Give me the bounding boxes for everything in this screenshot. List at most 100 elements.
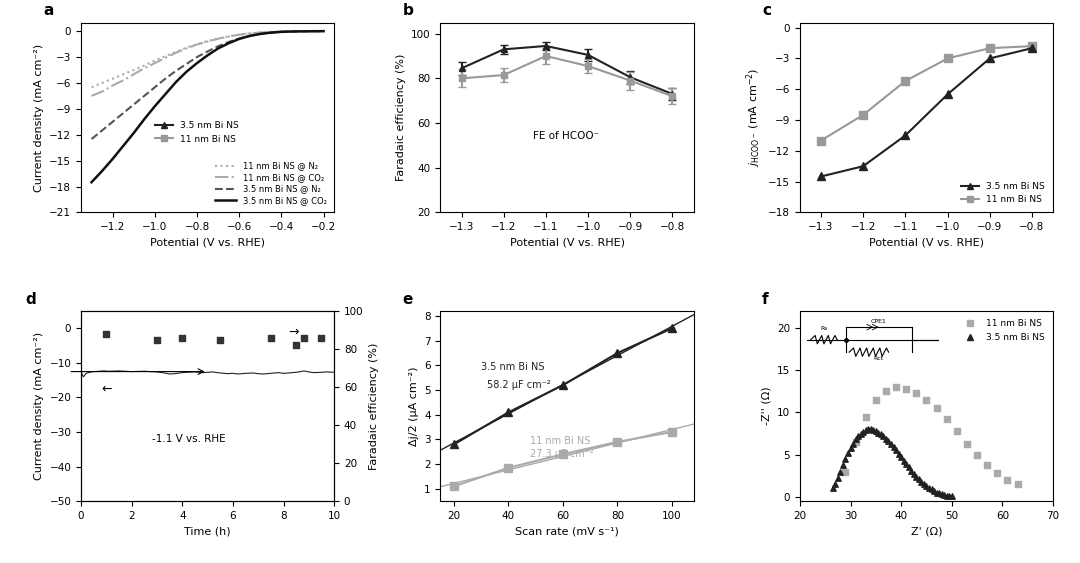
3.5 nm Bi NS <box>829 474 847 483</box>
Y-axis label: Faradaic efficiency (%): Faradaic efficiency (%) <box>395 54 405 181</box>
Point <box>262 333 280 342</box>
11 nm Bi NS <box>969 450 986 459</box>
Point <box>287 341 305 350</box>
Text: f: f <box>761 292 769 307</box>
3.5 nm Bi NS <box>899 132 912 139</box>
3.5 nm Bi NS <box>915 480 932 489</box>
3.5 nm Bi NS <box>832 467 849 476</box>
3.5 nm Bi NS <box>933 490 950 499</box>
3.5 nm Bi NS <box>935 491 953 500</box>
3.5 nm Bi NS <box>880 437 897 446</box>
X-axis label: Potential (V vs. RHE): Potential (V vs. RHE) <box>510 238 624 248</box>
3.5 nm Bi NS <box>858 426 875 435</box>
3.5 nm Bi NS <box>860 425 877 434</box>
3.5 nm Bi NS <box>877 434 894 443</box>
Point <box>174 333 191 342</box>
11 nm Bi NS <box>988 469 1005 478</box>
Y-axis label: Δj/2 (μA cm⁻²): Δj/2 (μA cm⁻²) <box>408 367 419 446</box>
3.5 nm Bi NS <box>918 481 935 490</box>
3.5 nm Bi NS <box>873 430 890 439</box>
11 nm Bi NS <box>928 404 945 413</box>
3.5 nm Bi NS <box>814 173 827 180</box>
3.5 nm Bi NS <box>903 466 920 475</box>
Text: d: d <box>25 292 36 307</box>
3.5 nm Bi NS <box>850 432 867 441</box>
3.5 nm Bi NS <box>910 475 928 484</box>
3.5 nm Bi NS <box>862 425 879 434</box>
11 nm Bi NS <box>847 437 864 446</box>
11 nm Bi NS <box>897 385 915 394</box>
3.5 nm Bi NS <box>845 439 862 448</box>
3.5 nm Bi NS <box>856 163 869 169</box>
3.5 nm Bi NS <box>824 484 841 493</box>
11 nm Bi NS <box>814 137 827 144</box>
3.5 nm Bi NS <box>826 480 843 489</box>
3.5 nm Bi NS <box>895 456 913 465</box>
3.5 nm Bi NS <box>1025 45 1038 52</box>
3.5 nm Bi NS <box>867 427 885 436</box>
3.5 nm Bi NS <box>882 439 900 448</box>
3.5 nm Bi NS <box>852 429 869 438</box>
3.5 nm Bi NS <box>875 432 892 441</box>
3.5 nm Bi NS <box>920 483 937 492</box>
Text: ←: ← <box>102 383 111 396</box>
3.5 nm Bi NS <box>869 428 887 437</box>
Text: e: e <box>403 292 413 307</box>
Legend: 11 nm Bi NS, 3.5 nm Bi NS: 11 nm Bi NS, 3.5 nm Bi NS <box>957 316 1049 346</box>
X-axis label: Scan rate (mV s⁻¹): Scan rate (mV s⁻¹) <box>515 526 619 537</box>
Y-axis label: Current density (mA cm⁻²): Current density (mA cm⁻²) <box>33 332 44 480</box>
X-axis label: Time (h): Time (h) <box>185 526 231 537</box>
3.5 nm Bi NS <box>834 461 851 470</box>
3.5 nm Bi NS <box>943 492 960 501</box>
3.5 nm Bi NS <box>939 491 956 500</box>
Point <box>295 333 312 342</box>
3.5 nm Bi NS <box>907 472 924 481</box>
11 nm Bi NS <box>939 415 956 424</box>
3.5 nm Bi NS <box>928 488 945 497</box>
11 nm Bi NS <box>899 78 912 84</box>
3.5 nm Bi NS <box>890 449 907 458</box>
Text: →: → <box>288 326 299 339</box>
11 nm Bi NS <box>867 395 885 404</box>
3.5 nm Bi NS <box>983 55 996 62</box>
Text: 58.2 μF cm⁻²: 58.2 μF cm⁻² <box>487 379 551 390</box>
11 nm Bi NS <box>999 476 1016 485</box>
3.5 nm Bi NS <box>922 485 940 494</box>
3.5 nm Bi NS <box>842 444 860 453</box>
X-axis label: Potential (V vs. RHE): Potential (V vs. RHE) <box>869 238 984 248</box>
Point <box>97 329 114 338</box>
11 nm Bi NS <box>941 55 954 62</box>
Y-axis label: Faradaic efficiency (%): Faradaic efficiency (%) <box>369 342 379 470</box>
3.5 nm Bi NS <box>847 435 864 444</box>
3.5 nm Bi NS <box>885 443 902 452</box>
Text: 27.3 μF cm⁻²: 27.3 μF cm⁻² <box>530 449 594 459</box>
Point <box>212 335 229 344</box>
Text: FE of HCOO⁻: FE of HCOO⁻ <box>534 131 599 141</box>
Text: -1.1 V vs. RHE: -1.1 V vs. RHE <box>152 434 226 444</box>
Y-axis label: Current density (mA cm⁻²): Current density (mA cm⁻²) <box>33 43 43 191</box>
Text: 3.5 nm Bi NS: 3.5 nm Bi NS <box>482 363 544 372</box>
3.5 nm Bi NS <box>897 459 915 468</box>
Legend: 3.5 nm Bi NS, 11 nm Bi NS: 3.5 nm Bi NS, 11 nm Bi NS <box>957 178 1049 208</box>
11 nm Bi NS <box>858 412 875 421</box>
3.5 nm Bi NS <box>839 449 856 458</box>
11 nm Bi NS <box>983 45 996 52</box>
11 nm Bi NS <box>856 111 869 118</box>
Y-axis label: $j_{\mathrm{HCOO}^-}$ (mA cm$^{-2}$): $j_{\mathrm{HCOO}^-}$ (mA cm$^{-2}$) <box>744 68 762 167</box>
X-axis label: Z' (Ω): Z' (Ω) <box>910 526 942 537</box>
3.5 nm Bi NS <box>892 453 909 462</box>
Text: b: b <box>403 3 414 18</box>
3.5 nm Bi NS <box>905 470 922 479</box>
Text: c: c <box>761 3 771 18</box>
11 nm Bi NS <box>948 427 966 436</box>
3.5 nm Bi NS <box>931 489 948 498</box>
Point <box>148 335 165 344</box>
3.5 nm Bi NS <box>865 426 882 435</box>
3.5 nm Bi NS <box>900 463 917 472</box>
Line: 11 nm Bi NS: 11 nm Bi NS <box>816 42 1036 145</box>
11 nm Bi NS <box>1009 480 1026 489</box>
3.5 nm Bi NS <box>913 477 930 486</box>
Point <box>313 333 330 342</box>
Y-axis label: -Z'' (Ω): -Z'' (Ω) <box>761 387 771 426</box>
3.5 nm Bi NS <box>888 446 905 455</box>
